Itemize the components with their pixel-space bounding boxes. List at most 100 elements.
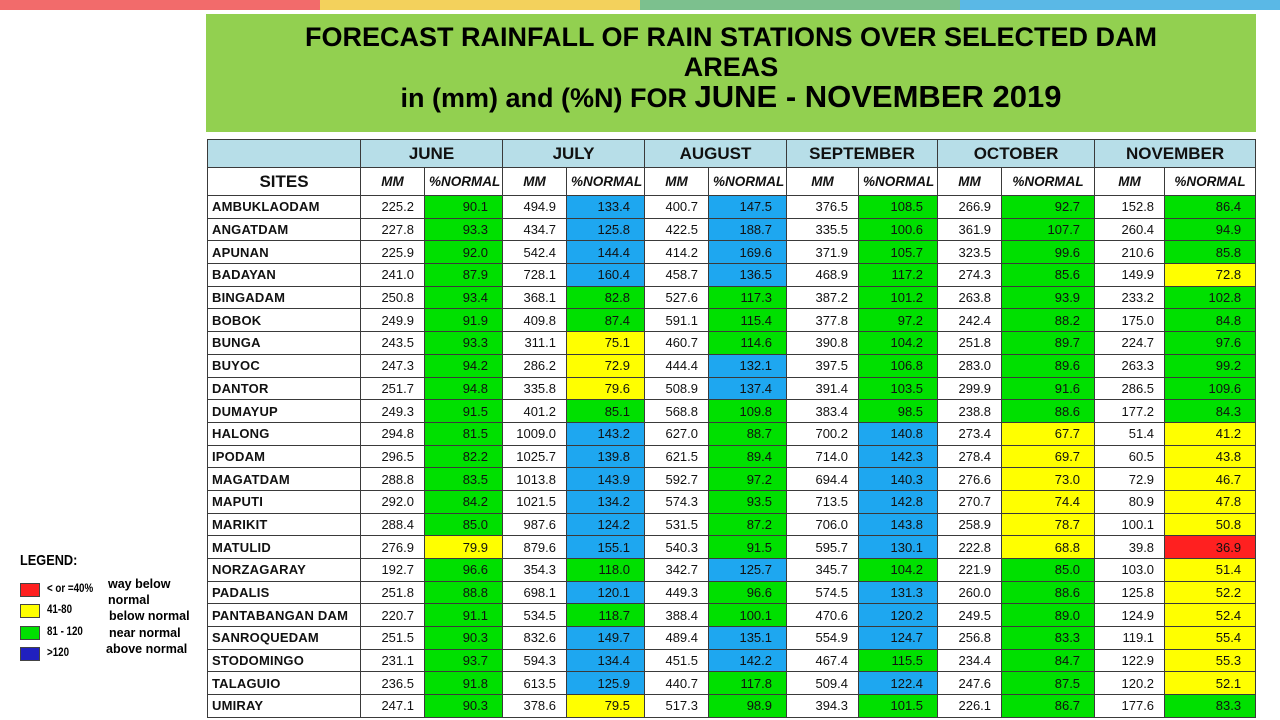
mm-cell: 449.3 xyxy=(644,580,710,605)
pct-normal-cell: 84.2 xyxy=(423,489,504,514)
pct-normal-cell: 87.2 xyxy=(708,512,788,537)
mm-cell: 286.2 xyxy=(502,353,568,378)
site-name-cell: BOBOK xyxy=(207,308,361,333)
site-name-cell: BUNGA xyxy=(207,331,361,355)
pct-normal-cell: 73.0 xyxy=(1001,467,1096,491)
mm-cell: 238.8 xyxy=(937,399,1003,423)
mm-cell: 260.0 xyxy=(937,580,1003,605)
site-name-cell: IPODAM xyxy=(207,444,361,469)
table-row: MAPUTI 292.0 84.2 1021.5 134.2 574.3 93.5 713.5… xyxy=(207,489,1257,514)
pct-normal-cell: 100.6 xyxy=(858,217,939,242)
mm-cell: 221.9 xyxy=(937,558,1003,582)
mm-cell: 377.8 xyxy=(786,308,860,333)
legend-range-green: 81 - 120 xyxy=(47,626,83,638)
table-row: IPODAM 296.5 82.2 1025.7 139.8 621.5 89.4 714.0… xyxy=(207,444,1257,469)
pct-normal-cell: 115.4 xyxy=(708,308,788,333)
mm-header: MM xyxy=(644,167,710,196)
pct-normal-cell: 102.8 xyxy=(1164,285,1257,310)
mm-cell: 175.0 xyxy=(1094,308,1166,333)
pct-normal-header: %NORMAL xyxy=(566,167,646,196)
pct-normal-cell: 86.7 xyxy=(1001,694,1096,718)
pct-normal-cell: 81.5 xyxy=(423,421,504,446)
site-name-cell: HALONG xyxy=(207,421,361,446)
mm-cell: 397.5 xyxy=(786,353,860,378)
pct-normal-cell: 134.4 xyxy=(566,648,646,673)
pct-normal-cell: 142.2 xyxy=(708,648,788,673)
mm-cell: 987.6 xyxy=(502,512,568,537)
table-row: PANTABANGAN DAM 220.7 91.1 534.5 118.7 388.4 1… xyxy=(207,603,1257,628)
legend-title: LEGEND: xyxy=(20,552,78,569)
pct-normal-cell: 139.8 xyxy=(566,444,646,469)
mm-cell: 509.4 xyxy=(786,671,860,696)
pct-normal-cell: 122.4 xyxy=(858,671,939,696)
mm-cell: 594.3 xyxy=(502,648,568,673)
mm-cell: 249.9 xyxy=(360,308,425,333)
mm-cell: 613.5 xyxy=(502,671,568,696)
mm-cell: 60.5 xyxy=(1094,444,1166,469)
pct-normal-cell: 147.5 xyxy=(708,195,788,219)
mm-cell: 263.8 xyxy=(937,285,1003,310)
pct-normal-cell: 140.3 xyxy=(858,467,939,491)
table-body: AMBUKLAODAM 225.2 90.1 494.9 133.4 400.7 147.5… xyxy=(207,195,1257,718)
mm-cell: 540.3 xyxy=(644,535,710,559)
pct-normal-cell: 97.6 xyxy=(1164,331,1257,355)
month-header-august: AUGUST xyxy=(644,139,788,168)
mm-cell: 534.5 xyxy=(502,603,568,628)
mm-cell: 409.8 xyxy=(502,308,568,333)
mm-cell: 288.4 xyxy=(360,512,425,537)
mm-cell: 283.0 xyxy=(937,353,1003,378)
pct-normal-cell: 86.4 xyxy=(1164,195,1257,219)
mm-cell: 294.8 xyxy=(360,421,425,446)
legend-swatch-red xyxy=(20,583,40,597)
mm-cell: 1009.0 xyxy=(502,421,568,446)
pct-normal-cell: 87.9 xyxy=(423,263,504,287)
table-row: STODOMINGO 231.1 93.7 594.3 134.4 451.5 142.2 4… xyxy=(207,648,1257,673)
pct-normal-cell: 160.4 xyxy=(566,263,646,287)
mm-cell: 124.9 xyxy=(1094,603,1166,628)
mm-cell: 225.2 xyxy=(360,195,425,219)
pct-normal-cell: 89.7 xyxy=(1001,331,1096,355)
title-line-3: in (mm) and (%N) FOR JUNE - NOVEMBER 201… xyxy=(206,81,1256,113)
mm-cell: 401.2 xyxy=(502,399,568,423)
pct-normal-cell: 103.5 xyxy=(858,376,939,401)
pct-normal-cell: 125.7 xyxy=(708,558,788,582)
corner-cell xyxy=(207,139,361,168)
mm-cell: 400.7 xyxy=(644,195,710,219)
pct-normal-cell: 108.5 xyxy=(858,195,939,219)
mm-cell: 100.1 xyxy=(1094,512,1166,537)
pct-normal-cell: 99.6 xyxy=(1001,240,1096,265)
pct-normal-cell: 94.9 xyxy=(1164,217,1257,242)
top-color-bar xyxy=(0,0,1280,10)
title-banner: FORECAST RAINFALL OF RAIN STATIONS OVER … xyxy=(206,14,1256,132)
top-bar-red-segment xyxy=(0,0,320,10)
table-row: MARIKIT 288.4 85.0 987.6 124.2 531.5 87.2 706.0… xyxy=(207,512,1257,537)
pct-normal-cell: 124.7 xyxy=(858,626,939,650)
month-header-september: SEPTEMBER xyxy=(786,139,939,168)
pct-normal-cell: 93.4 xyxy=(423,285,504,310)
mm-cell: 222.8 xyxy=(937,535,1003,559)
table-row: NORZAGARAY 192.7 96.6 354.3 118.0 342.7 125.7 3… xyxy=(207,558,1257,582)
pct-normal-header: %NORMAL xyxy=(1001,167,1096,196)
mm-cell: 335.8 xyxy=(502,376,568,401)
table-row: MAGATDAM 288.8 83.5 1013.8 143.9 592.7 97.2 694… xyxy=(207,467,1257,491)
pct-normal-cell: 55.4 xyxy=(1164,626,1257,650)
pct-normal-cell: 52.4 xyxy=(1164,603,1257,628)
pct-normal-header: %NORMAL xyxy=(1164,167,1257,196)
mm-cell: 361.9 xyxy=(937,217,1003,242)
pct-normal-cell: 135.1 xyxy=(708,626,788,650)
mm-cell: 251.8 xyxy=(937,331,1003,355)
table-row: APUNAN 225.9 92.0 542.4 144.4 414.2 169.6 371.9… xyxy=(207,240,1257,265)
pct-normal-cell: 67.7 xyxy=(1001,421,1096,446)
pct-normal-cell: 105.7 xyxy=(858,240,939,265)
table-row: DUMAYUP 249.3 91.5 401.2 85.1 568.8 109.8 383.4… xyxy=(207,399,1257,423)
mm-cell: 592.7 xyxy=(644,467,710,491)
sites-header: SITES xyxy=(207,167,361,196)
site-name-cell: ANGATDAM xyxy=(207,217,361,242)
pct-normal-cell: 94.2 xyxy=(423,353,504,378)
mm-cell: 391.4 xyxy=(786,376,860,401)
pct-normal-cell: 93.3 xyxy=(423,331,504,355)
table-row: DANTOR 251.7 94.8 335.8 79.6 508.9 137.4 391.4 1… xyxy=(207,376,1257,401)
pct-normal-cell: 91.1 xyxy=(423,603,504,628)
pct-normal-cell: 104.2 xyxy=(858,558,939,582)
mm-cell: 345.7 xyxy=(786,558,860,582)
